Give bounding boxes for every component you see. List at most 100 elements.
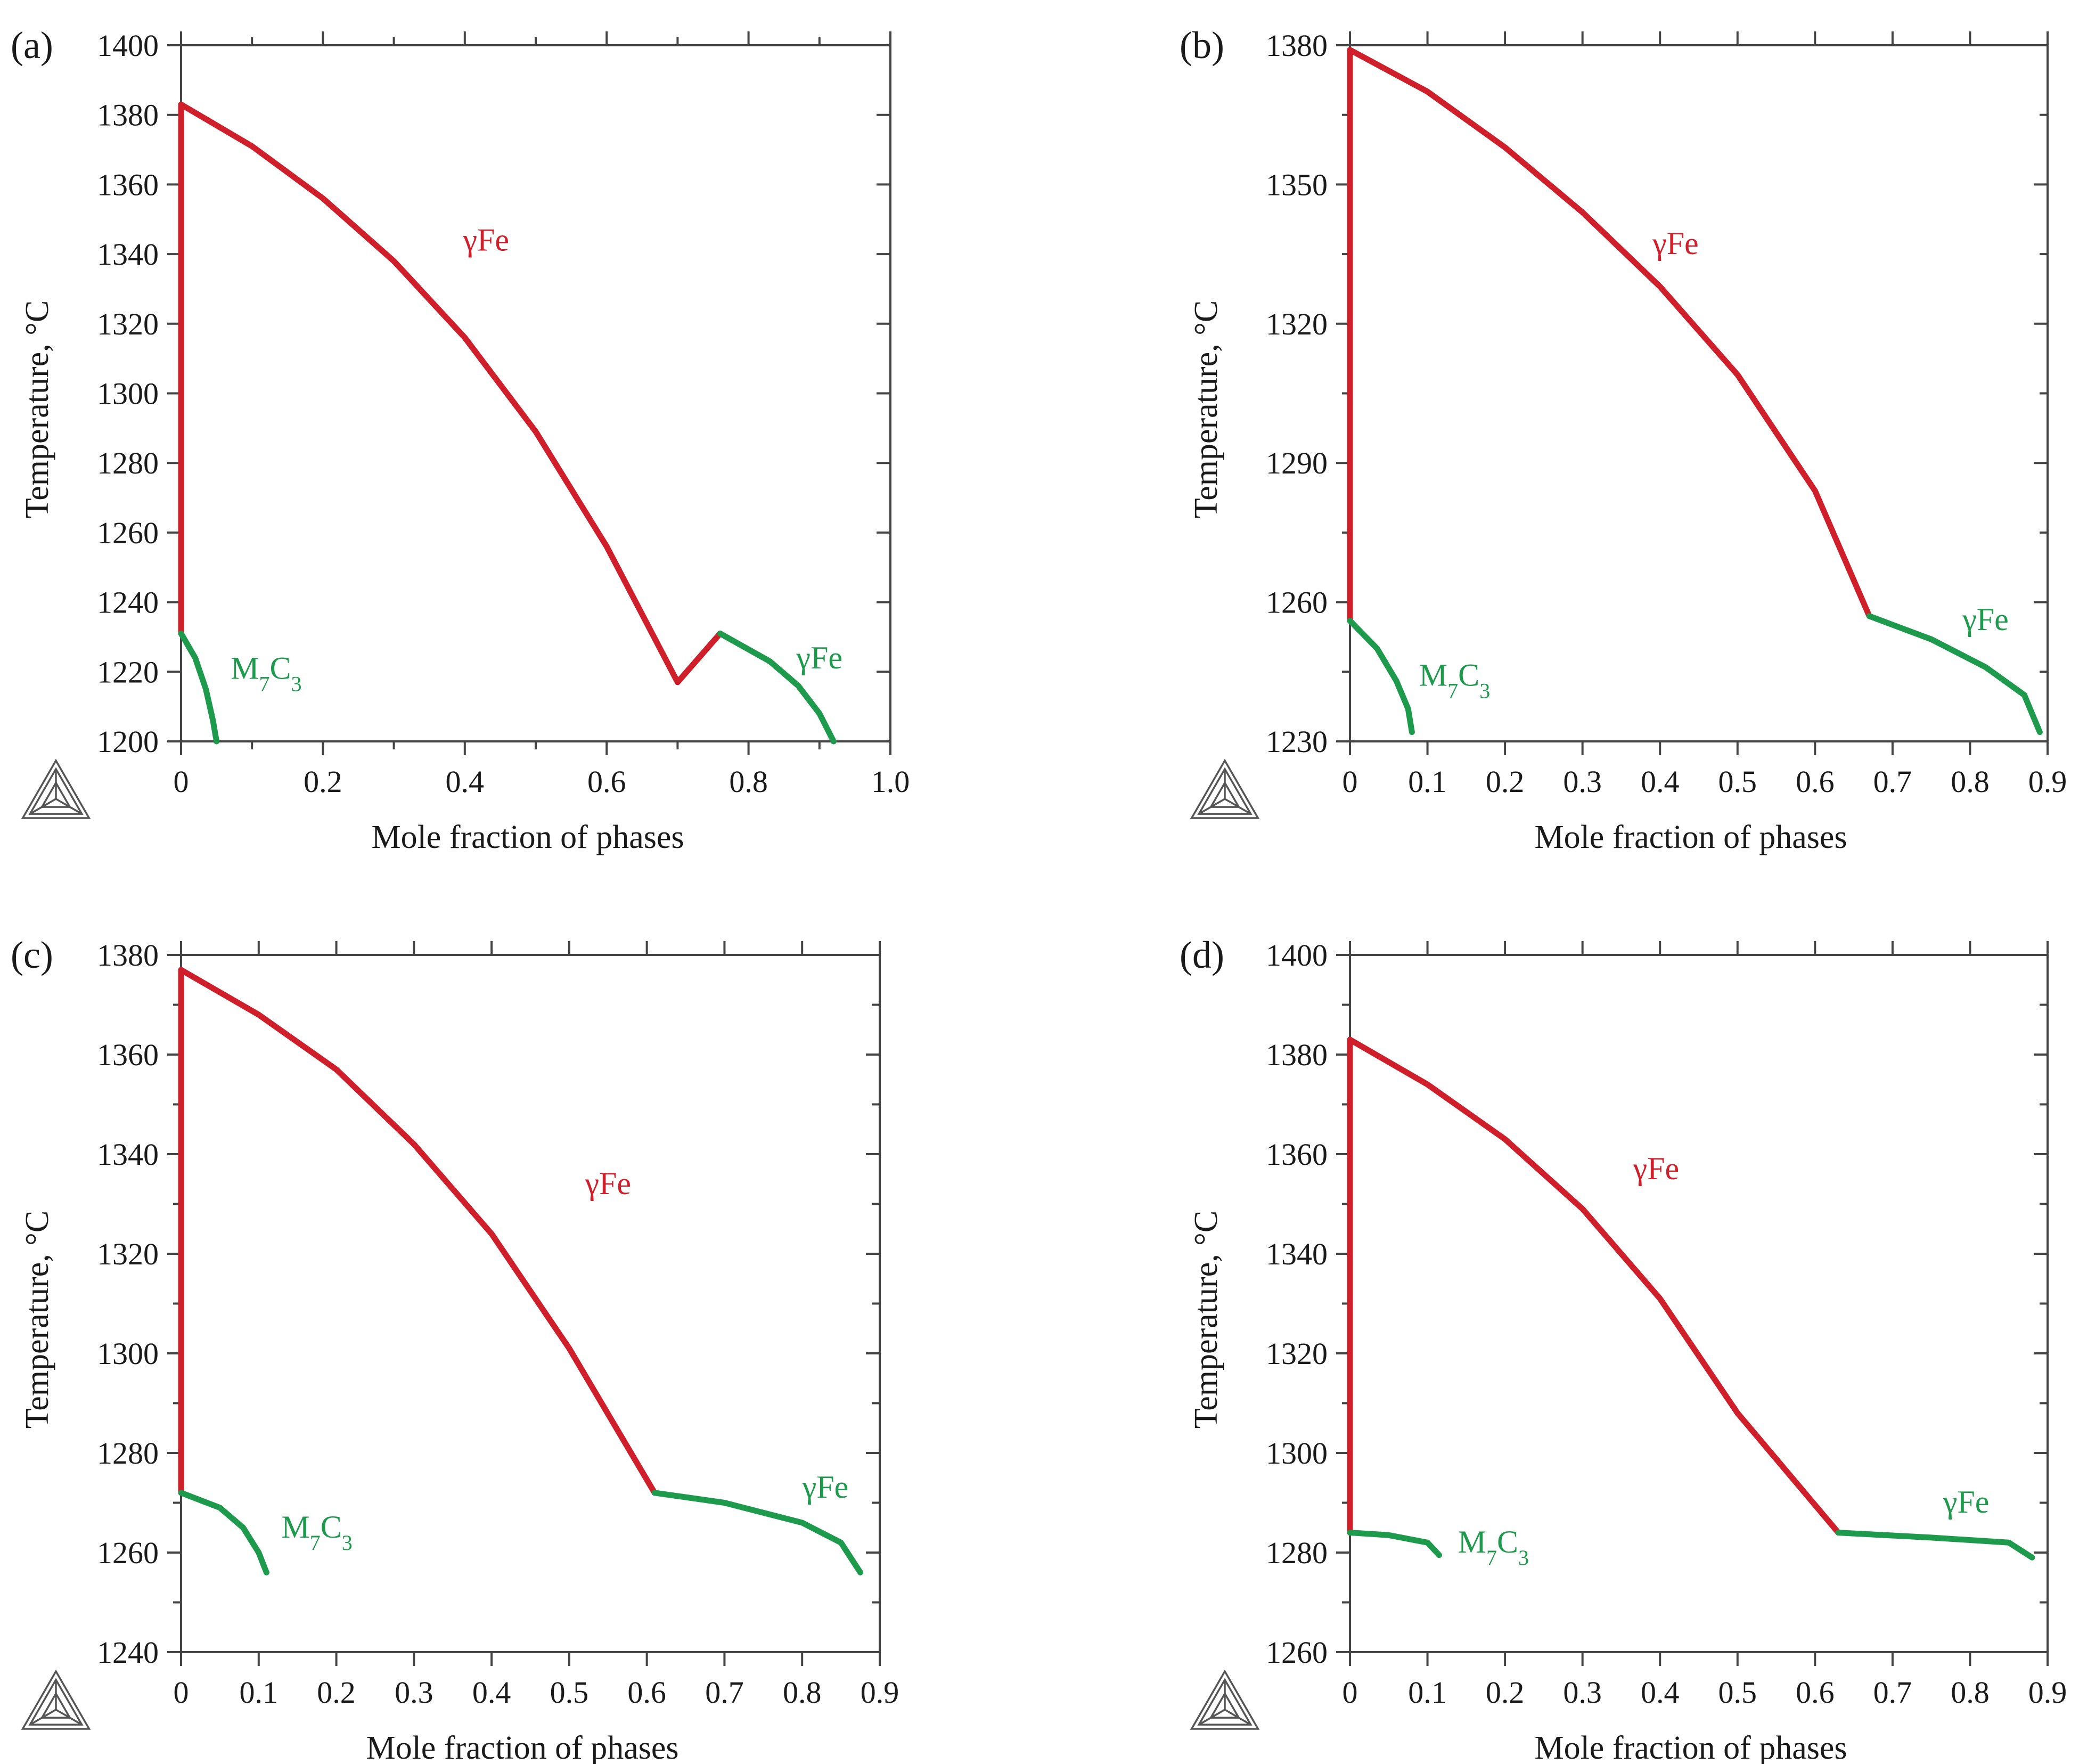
- x-tick-label: 0.4: [446, 764, 485, 799]
- x-tick-label: 0.5: [1718, 764, 1757, 799]
- y-tick-label: 1360: [1266, 1137, 1328, 1172]
- x-tick-label: 0.8: [729, 764, 768, 799]
- x-tick-label: 0.1: [1408, 1675, 1447, 1710]
- x-tick-label: 0.6: [1796, 1675, 1835, 1710]
- y-tick-label: 1260: [97, 1536, 159, 1570]
- series-line-2: [1347, 618, 1415, 736]
- x-tick-label: 0.2: [1486, 1675, 1525, 1710]
- series-line-1: [178, 967, 658, 1496]
- chart-panel-1: 0 0.2 0.4 0.6 0.8 1.0 1200 1220 1240 1260 1280 1300…: [11, 24, 910, 855]
- y-tick-label: 1380: [1266, 1038, 1328, 1072]
- series-line-1: [1347, 47, 1872, 624]
- x-tick-label: 0.1: [1408, 764, 1447, 799]
- y-tick-label: 1320: [97, 307, 159, 341]
- y-tick-label: 1260: [97, 516, 159, 550]
- plot-frame: [180, 44, 891, 742]
- y-tick-label: 1290: [1266, 446, 1328, 480]
- x-tick-label: 0.7: [1873, 764, 1912, 799]
- y-tick-label: 1360: [97, 1038, 159, 1072]
- x-axis-title: Mole fraction of phases: [366, 1730, 678, 1764]
- plot-frame: [1349, 954, 2049, 1653]
- x-tick-label: 0.2: [317, 1675, 356, 1710]
- plot-frame: [1349, 44, 2049, 742]
- plot-frame: [180, 954, 881, 1653]
- series-line-1: [1347, 1036, 1841, 1536]
- y-tick-label: 1320: [97, 1237, 159, 1271]
- series-line-2: [178, 630, 220, 745]
- series-line-2: [178, 1490, 269, 1575]
- thermo-calc-logo-icon: [1190, 1669, 1260, 1730]
- series-line-3: [717, 630, 837, 745]
- x-tick-label: 0.4: [1641, 764, 1680, 799]
- chart-panel-2: 0 0.1 0.2 0.3 0.4 0.5 0.6 0.7 0.8 0.9 1230 1260 1290…: [1180, 24, 2067, 855]
- series-line-1: [178, 101, 723, 685]
- y-axis-title: Temperature, °C: [19, 300, 55, 519]
- series-label-3: γFe: [1962, 602, 2009, 637]
- series-line-2: [1347, 1530, 1442, 1558]
- series-label-1: γFe: [1633, 1151, 1680, 1186]
- thermo-calc-logo-icon: [21, 1669, 91, 1730]
- y-tick-label: 1300: [1266, 1436, 1328, 1471]
- y-tick-label: 1260: [1266, 1635, 1328, 1670]
- x-tick-label: 0.7: [705, 1675, 744, 1710]
- y-tick-label: 1400: [97, 28, 159, 63]
- y-tick-label: 1320: [1266, 307, 1328, 341]
- x-tick-label: 0.6: [1796, 764, 1835, 799]
- y-tick-label: 1240: [97, 1635, 159, 1670]
- y-tick-label: 1230: [1266, 724, 1328, 759]
- x-tick-label: 0: [174, 1675, 189, 1710]
- y-axis-title: Temperature, °C: [1188, 300, 1224, 519]
- x-tick-label: 0.5: [550, 1675, 589, 1710]
- x-tick-label: 0.8: [1951, 764, 1990, 799]
- x-tick-label: 0.5: [1718, 1675, 1757, 1710]
- series-label-1: γFe: [1652, 226, 1699, 261]
- y-tick-label: 1380: [97, 938, 159, 973]
- x-tick-label: 0.3: [1563, 764, 1602, 799]
- y-tick-label: 1260: [1266, 585, 1328, 620]
- x-tick-label: 0.4: [472, 1675, 511, 1710]
- y-tick-label: 1300: [97, 1336, 159, 1371]
- x-axis-title: Mole fraction of phases: [371, 819, 684, 855]
- series-label-1: γFe: [585, 1166, 632, 1201]
- thermo-calc-logo-icon: [1190, 758, 1260, 819]
- y-tick-label: 1280: [1266, 1536, 1328, 1570]
- x-tick-label: 0.3: [395, 1675, 433, 1710]
- x-tick-label: 0.2: [304, 764, 342, 799]
- y-tick-label: 1350: [1266, 167, 1328, 202]
- x-tick-label: 0.2: [1486, 764, 1525, 799]
- x-axis-title: Mole fraction of phases: [1534, 819, 1847, 855]
- x-tick-label: 0.8: [1951, 1675, 1990, 1710]
- chart-panel-4: 0 0.1 0.2 0.3 0.4 0.5 0.6 0.7 0.8 0.9 1260 1280 1300…: [1180, 934, 2067, 1764]
- x-axis-title: Mole fraction of phases: [1534, 1730, 1847, 1764]
- series-label-1: γFe: [463, 223, 510, 258]
- x-tick-label: 0.1: [240, 1675, 279, 1710]
- x-tick-label: 0: [1343, 1675, 1358, 1710]
- series-label-3: γFe: [796, 640, 843, 675]
- y-tick-label: 1360: [97, 167, 159, 202]
- series-label-2: M7C3: [1458, 1524, 1529, 1570]
- y-tick-label: 1340: [1266, 1237, 1328, 1271]
- x-tick-label: 0.8: [783, 1675, 822, 1710]
- y-tick-label: 1380: [1266, 28, 1328, 63]
- y-tick-label: 1300: [97, 377, 159, 411]
- series-label-3: γFe: [1943, 1484, 1990, 1520]
- y-tick-label: 1380: [97, 98, 159, 133]
- x-tick-label: 0: [174, 764, 189, 799]
- series-label-2: M7C3: [1419, 657, 1490, 703]
- y-tick-label: 1340: [97, 1137, 159, 1172]
- series-label-3: γFe: [802, 1469, 849, 1505]
- thermo-calc-logo-icon: [21, 758, 91, 819]
- x-tick-label: 0.9: [861, 1675, 899, 1710]
- y-tick-label: 1200: [97, 724, 159, 759]
- y-tick-label: 1320: [1266, 1336, 1328, 1371]
- y-axis-title: Temperature, °C: [1188, 1211, 1224, 1429]
- x-tick-label: 0.3: [1563, 1675, 1602, 1710]
- panel-label: (c): [11, 934, 53, 976]
- y-tick-label: 1280: [97, 446, 159, 480]
- y-tick-label: 1240: [97, 585, 159, 620]
- x-tick-label: 0.4: [1641, 1675, 1680, 1710]
- y-tick-label: 1400: [1266, 938, 1328, 973]
- x-tick-label: 0.6: [627, 1675, 666, 1710]
- x-tick-label: 0: [1343, 764, 1358, 799]
